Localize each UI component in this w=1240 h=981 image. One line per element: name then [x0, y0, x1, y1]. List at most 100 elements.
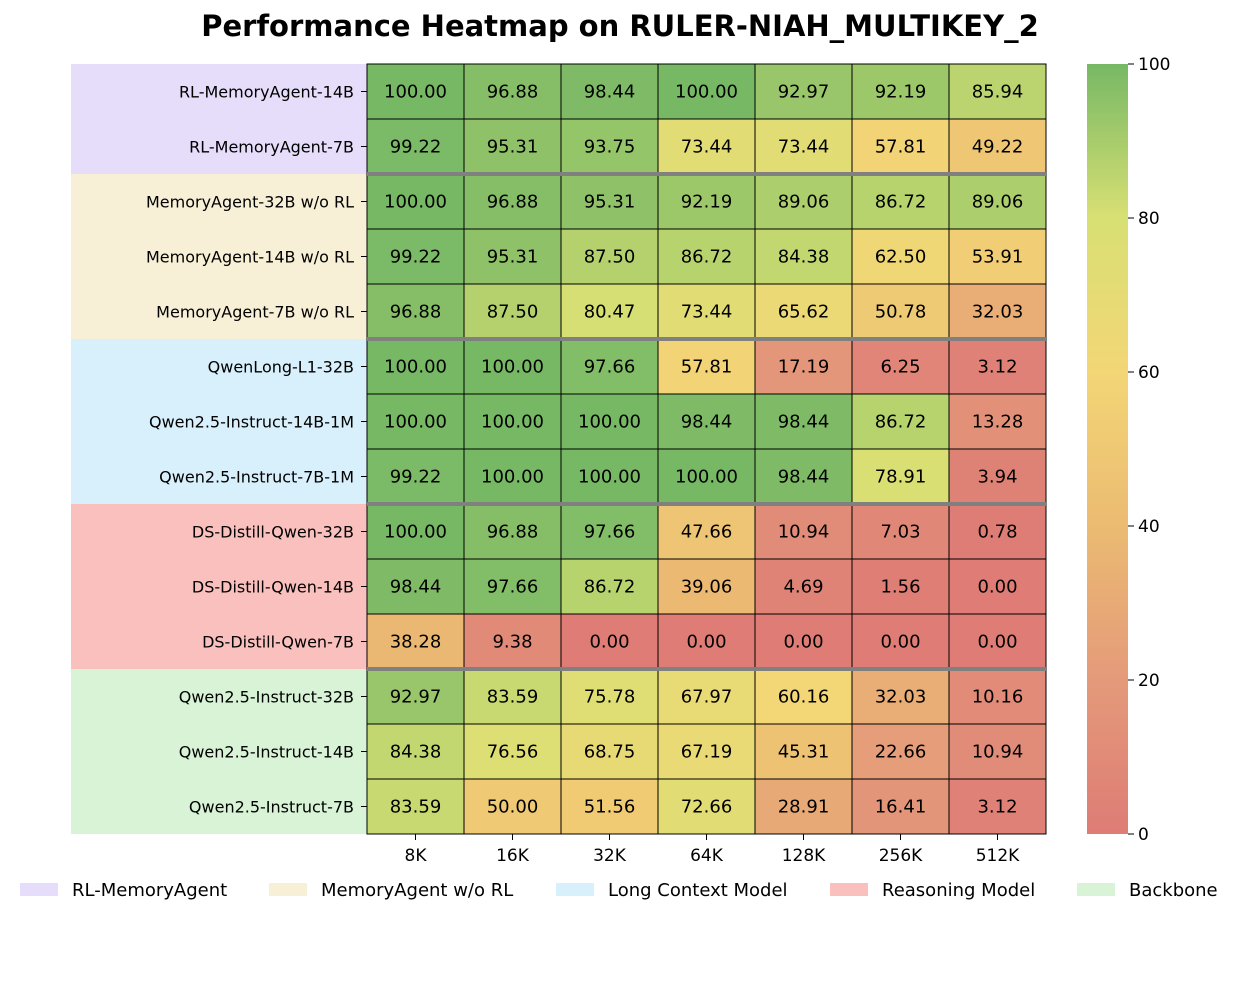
cell-value-label: 45.31 — [778, 742, 830, 763]
group-band — [71, 64, 367, 174]
colorbar-tick-label: 80 — [1138, 209, 1160, 229]
column-labels: 8K 16K 32K 64K 128K 256K 512K — [405, 834, 1020, 866]
row-label: Qwen2.5-Instruct-32B — [179, 688, 354, 707]
cell-value-label: 0.00 — [880, 632, 920, 653]
column-label: 16K — [496, 846, 530, 866]
cell-value-label: 86.72 — [875, 412, 927, 433]
cell-value-label: 100.00 — [384, 192, 447, 213]
cell-value-label: 99.22 — [390, 247, 442, 268]
legend-label: Backbone — [1129, 880, 1218, 901]
heatmap-cell — [463, 338, 562, 395]
cell-value-label: 76.56 — [487, 742, 539, 763]
heatmap-cell — [560, 613, 659, 670]
heatmap-cell — [851, 228, 950, 285]
cell-value-label: 92.19 — [681, 192, 733, 213]
cell-value-label: 100.00 — [384, 412, 447, 433]
cell-value-label: 100.00 — [675, 82, 738, 103]
heatmap-cell — [948, 63, 1047, 120]
heatmap-cell — [851, 448, 950, 505]
heatmap-cell — [463, 173, 562, 230]
cell-value-label: 92.19 — [875, 82, 927, 103]
legend-swatch — [556, 883, 594, 896]
cell-value-label: 60.16 — [778, 687, 830, 708]
heatmap-cell — [463, 613, 562, 670]
cell-value-label: 3.94 — [977, 467, 1017, 488]
cell-value-label: 57.81 — [681, 357, 733, 378]
row-label: Qwen2.5-Instruct-14B — [179, 743, 354, 762]
cell-value-label: 89.06 — [972, 192, 1024, 213]
heatmap-cell — [948, 448, 1047, 505]
heatmap-cell — [657, 283, 756, 340]
row-label: DS-Distill-Qwen-7B — [202, 633, 354, 652]
column-label: 256K — [879, 846, 923, 866]
cell-value-label: 6.25 — [880, 357, 920, 378]
heatmap-cell — [948, 503, 1047, 560]
heatmap-cell — [657, 503, 756, 560]
cell-value-label: 67.97 — [681, 687, 733, 708]
heatmap-cell — [948, 283, 1047, 340]
cell-value-label: 84.38 — [778, 247, 830, 268]
heatmap-cell — [560, 668, 659, 725]
cell-value-label: 50.00 — [487, 797, 539, 818]
cell-value-label: 96.88 — [390, 302, 442, 323]
heatmap-cell — [560, 778, 659, 835]
heatmap-cell — [366, 228, 465, 285]
colorbar-gradient — [1087, 64, 1128, 834]
heatmap-cell — [754, 283, 853, 340]
group-band — [71, 339, 367, 504]
cell-value-label: 65.62 — [778, 302, 830, 323]
cell-value-label: 0.00 — [686, 632, 726, 653]
heatmap-cell — [463, 778, 562, 835]
cell-value-label: 98.44 — [681, 412, 733, 433]
row-label: Qwen2.5-Instruct-7B — [189, 798, 354, 817]
row-label: RL-MemoryAgent-7B — [189, 138, 354, 157]
heatmap-cell — [851, 668, 950, 725]
cell-value-label: 4.69 — [783, 577, 823, 598]
colorbar-tick-label: 0 — [1138, 825, 1149, 845]
cell-value-label: 62.50 — [875, 247, 927, 268]
heatmap-cell — [754, 558, 853, 615]
cell-value-label: 84.38 — [390, 742, 442, 763]
cell-value-label: 87.50 — [584, 247, 636, 268]
cell-value-label: 10.94 — [778, 522, 830, 543]
heatmap-cell — [463, 503, 562, 560]
cell-value-label: 80.47 — [584, 302, 636, 323]
row-label: DS-Distill-Qwen-14B — [192, 578, 354, 597]
heatmap-cell — [948, 338, 1047, 395]
colorbar-tick-label: 60 — [1138, 363, 1160, 383]
heatmap-cell — [948, 723, 1047, 780]
heatmap-cell — [463, 283, 562, 340]
cell-value-label: 98.44 — [778, 467, 830, 488]
cell-value-label: 75.78 — [584, 687, 636, 708]
legend-label: RL-MemoryAgent — [72, 880, 227, 901]
legend: RL-MemoryAgent MemoryAgent w/o RL Long Con… — [20, 880, 1218, 901]
column-label: 32K — [593, 846, 627, 866]
colorbar: 0 20 40 60 80 100 — [1087, 55, 1170, 845]
heatmap-cell — [657, 393, 756, 450]
cell-value-label: 89.06 — [778, 192, 830, 213]
cell-value-label: 73.44 — [778, 137, 830, 158]
cell-value-label: 96.88 — [487, 82, 539, 103]
cell-value-label: 100.00 — [384, 522, 447, 543]
cell-value-label: 87.50 — [487, 302, 539, 323]
heatmap-cell — [560, 173, 659, 230]
heatmap-cell — [463, 63, 562, 120]
cell-value-label: 73.44 — [681, 137, 733, 158]
cell-value-label: 99.22 — [390, 137, 442, 158]
row-label: Qwen2.5-Instruct-14B-1M — [149, 413, 354, 432]
cell-value-label: 98.44 — [390, 577, 442, 598]
row-labels: RL-MemoryAgent-14B RL-MemoryAgent-7B Memor… — [146, 83, 367, 817]
heatmap-cell — [851, 558, 950, 615]
row-label: RL-MemoryAgent-14B — [179, 83, 354, 102]
legend-swatch — [20, 883, 58, 896]
heatmap-cell — [560, 338, 659, 395]
heatmap-cell — [560, 723, 659, 780]
heatmap-cell — [851, 393, 950, 450]
cell-value-label: 95.31 — [584, 192, 636, 213]
cell-value-label: 68.75 — [584, 742, 636, 763]
cell-value-label: 100.00 — [481, 467, 544, 488]
cell-value-label: 86.72 — [681, 247, 733, 268]
cell-value-label: 100.00 — [578, 467, 641, 488]
cell-value-label: 50.78 — [875, 302, 927, 323]
cell-value-label: 100.00 — [481, 357, 544, 378]
